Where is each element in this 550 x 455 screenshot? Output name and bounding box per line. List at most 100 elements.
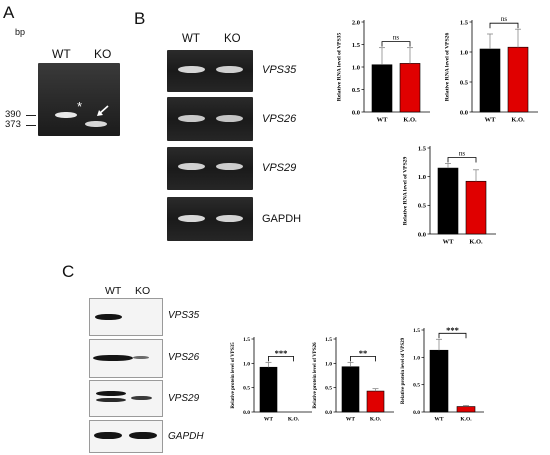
x-category-label: K.O. xyxy=(469,239,483,246)
significance-label: ns xyxy=(501,15,508,23)
panel-b-gene-vps29: VPS29 xyxy=(262,162,297,174)
bar-ko xyxy=(465,180,487,235)
western-blot-gapdh xyxy=(89,420,163,453)
bar-wt xyxy=(259,366,278,413)
y-tick-label: 0.5 xyxy=(325,386,332,392)
panel-c-gene-vps35: VPS35 xyxy=(168,310,200,321)
y-tick-label: 0.5 xyxy=(352,87,361,94)
x-category-label: WT xyxy=(264,417,274,423)
bar-ko xyxy=(456,406,476,413)
chart-protein-vps35: 0.0 0.5 1.0 1.5 Relative protein level of VP… xyxy=(231,337,312,423)
vps35-wt-wb-band xyxy=(95,314,122,320)
x-category-label: WT xyxy=(485,117,497,124)
x-category-label: WT xyxy=(377,117,389,124)
significance-label: ** xyxy=(359,348,368,358)
rtpcr-gel-vps26 xyxy=(167,97,253,141)
significance-label: *** xyxy=(446,325,459,335)
y-tick-label: 1.5 xyxy=(418,145,427,152)
y-axis-label: Relative protein level of VPS29 xyxy=(401,337,406,404)
wt-band-asterisk: * xyxy=(77,99,83,114)
y-tick-label: 0.0 xyxy=(352,109,360,116)
vps26-wt-band xyxy=(178,115,205,122)
significance-bracket xyxy=(268,355,294,362)
bar-wt xyxy=(429,349,449,413)
panel-c-gene-vps26: VPS26 xyxy=(168,352,200,363)
panel-b-gene-gapdh: GAPDH xyxy=(262,213,302,225)
significance-bracket xyxy=(489,22,519,29)
gapdh-ko-band xyxy=(216,215,243,222)
marker-390-label: 390 xyxy=(5,109,21,120)
bar-ko xyxy=(399,63,421,113)
western-blot-vps29 xyxy=(89,380,163,417)
x-category-label: K.O. xyxy=(370,417,382,423)
wt-gel-band xyxy=(55,112,77,118)
y-tick-label: 1.0 xyxy=(413,355,420,361)
vps29-ko-band xyxy=(216,163,243,170)
vps26-ko-band xyxy=(216,115,243,122)
y-axis-label: Relative RNA level of VPS35 xyxy=(337,33,343,102)
arrow-icon xyxy=(97,105,109,116)
chart-rna-vps35: 0.0 0.5 1.0 1.5 2.0 Relative RNA level of VPS… xyxy=(337,19,430,124)
y-tick-label: 0.0 xyxy=(460,109,468,116)
x-category-label: K.O. xyxy=(511,117,525,124)
western-blot-vps35 xyxy=(89,298,163,336)
panel-a-lane-wt: WT xyxy=(52,47,71,61)
significance-label: *** xyxy=(275,348,288,358)
y-axis-label: Relative protein level of VPS26 xyxy=(313,342,318,409)
vps35-wt-band xyxy=(178,66,205,73)
y-tick-label: 1.0 xyxy=(325,361,332,367)
y-tick-label: 2.0 xyxy=(352,19,360,26)
bar-wt xyxy=(437,167,459,235)
significance-bracket xyxy=(381,41,411,47)
significance-label: ns xyxy=(459,149,466,157)
y-tick-label: 0.5 xyxy=(460,79,469,86)
rtpcr-gel-gapdh xyxy=(167,197,253,241)
vps29-wt-band xyxy=(178,163,205,170)
marker-373-tick xyxy=(26,125,36,126)
marker-373-label: 373 xyxy=(5,119,21,130)
x-category-label: WT xyxy=(346,417,356,423)
y-tick-label: 1.5 xyxy=(325,337,332,343)
y-tick-label: 0.5 xyxy=(243,386,250,392)
x-category-label: K.O. xyxy=(403,117,417,124)
chart-rna-vps29: 0.0 0.5 1.0 1.5 Relative RNA level of VPS29 W… xyxy=(403,145,496,246)
ko-gel-band xyxy=(85,121,107,127)
vps29-wt-wb-band-upper xyxy=(96,391,126,396)
y-axis-label: Relative RNA level of VPS29 xyxy=(403,157,409,226)
panel-c-lane-ko: KO xyxy=(135,285,151,297)
y-axis-label: Relative protein level of VPS35 xyxy=(231,342,236,409)
panel-a-lane-ko: KO xyxy=(94,47,112,61)
y-tick-label: 1.0 xyxy=(243,361,250,367)
panel-b-gene-vps35: VPS35 xyxy=(262,64,297,76)
panel-c-gene-vps29: VPS29 xyxy=(168,393,200,404)
bar-wt xyxy=(479,48,501,113)
panel-c-lane-wt: WT xyxy=(105,285,122,297)
x-category-label: K.O. xyxy=(288,417,300,423)
agarose-gel-genotyping: * xyxy=(38,63,120,136)
chart-protein-vps26: 0.0 0.5 1.0 1.5 Relative protein level of VP… xyxy=(313,337,394,423)
vps26-ko-wb-band xyxy=(133,356,149,359)
panel-c-letter: C xyxy=(62,262,75,281)
chart-protein-vps29: 0.0 0.5 1.0 1.5 Relative protein level of VP… xyxy=(401,325,484,423)
panel-a-letter: A xyxy=(3,3,15,22)
y-tick-label: 0.0 xyxy=(413,410,420,416)
y-tick-label: 1.5 xyxy=(243,337,250,343)
y-tick-label: 0.0 xyxy=(418,231,426,238)
rtpcr-gel-vps29 xyxy=(167,147,253,190)
vps29-wt-wb-band-lower xyxy=(96,398,126,402)
western-blot-vps26 xyxy=(89,339,163,378)
y-tick-label: 0.5 xyxy=(413,383,420,389)
x-category-label: WT xyxy=(443,239,455,246)
y-tick-label: 0.5 xyxy=(418,203,427,210)
panel-b-lane-wt: WT xyxy=(182,33,200,45)
significance-bracket xyxy=(350,355,376,362)
panel-b-gene-vps26: VPS26 xyxy=(262,113,297,125)
y-tick-label: 1.0 xyxy=(460,49,468,56)
gapdh-wt-wb-band xyxy=(94,432,122,439)
y-axis-label: Relative RNA level of VPS26 xyxy=(445,33,451,102)
vps29-ko-wb-band xyxy=(131,396,152,400)
gapdh-ko-wb-band xyxy=(129,432,157,439)
x-category-label: K.O. xyxy=(460,417,472,423)
y-tick-label: 1.5 xyxy=(413,328,420,334)
marker-390-tick xyxy=(26,115,36,116)
